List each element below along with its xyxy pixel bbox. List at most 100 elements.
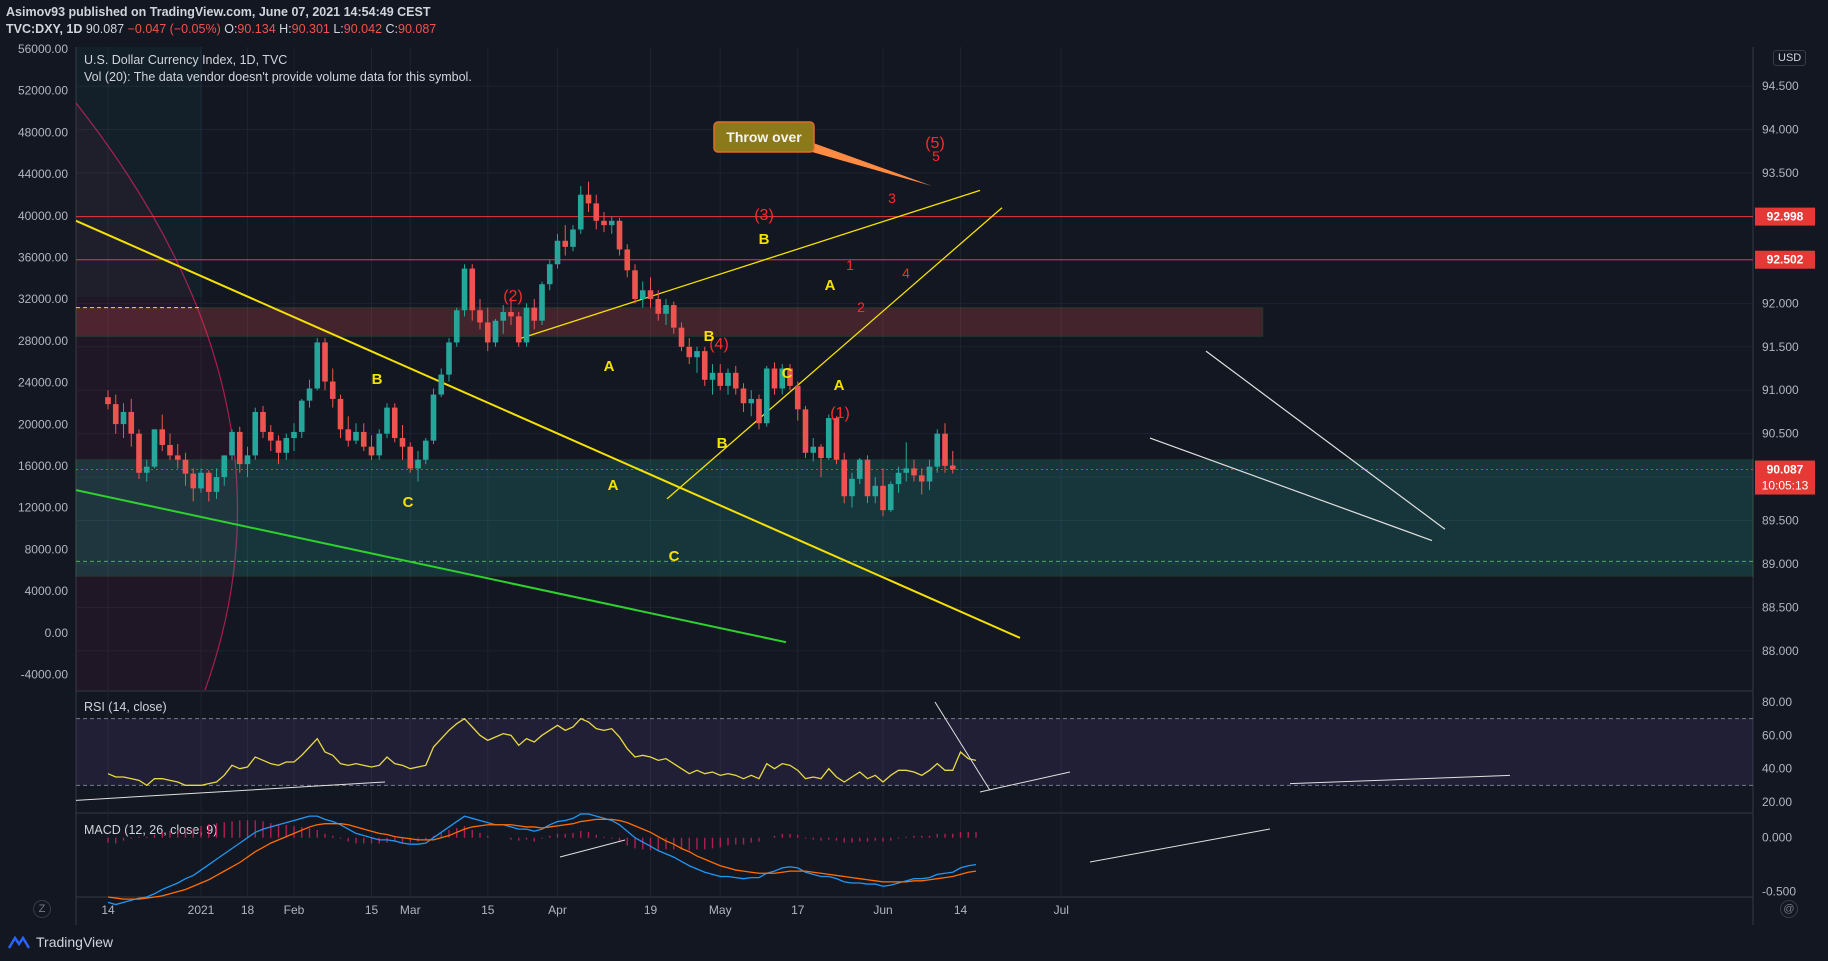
close-value: 90.087 bbox=[398, 22, 437, 36]
x-tick-label: May bbox=[709, 903, 732, 917]
candle-body bbox=[849, 478, 855, 497]
candle-body bbox=[810, 446, 817, 453]
y-tick-label-left: 0.00 bbox=[45, 626, 69, 640]
y-tick-label-left: 24000.00 bbox=[18, 376, 68, 390]
y-tick-label-right: 90.500 bbox=[1762, 427, 1799, 441]
candle-body bbox=[190, 473, 197, 489]
candle-body bbox=[477, 310, 483, 323]
candle-body bbox=[911, 468, 917, 476]
y-tick-label-left: 44000.00 bbox=[18, 167, 68, 181]
wave-label-red: (5) bbox=[925, 135, 945, 152]
candle-body bbox=[647, 290, 654, 299]
y-tick-label-left: 32000.00 bbox=[18, 292, 68, 306]
auto-scale-button[interactable]: @ bbox=[1780, 900, 1798, 918]
candle-body bbox=[546, 264, 553, 285]
x-tick-label: 18 bbox=[241, 903, 255, 917]
wave-label-yellow: C bbox=[669, 548, 680, 565]
tradingview-logo[interactable]: TradingView bbox=[8, 934, 113, 950]
candle-body bbox=[709, 372, 716, 380]
y-tick-label-left: 36000.00 bbox=[18, 251, 68, 265]
candle-body bbox=[794, 385, 801, 410]
x-tick-label: 15 bbox=[481, 903, 495, 917]
candle-body bbox=[942, 433, 948, 466]
timezone-button[interactable]: Z bbox=[33, 900, 51, 918]
y-tick-label-right: 93.500 bbox=[1762, 166, 1799, 180]
candle-body bbox=[198, 472, 204, 489]
candle-body bbox=[748, 398, 755, 404]
candle-body bbox=[624, 249, 631, 271]
candle-body bbox=[484, 322, 491, 343]
symbol-ohlc-line: TVC:DXY, 1D 90.087 −0.047 (−0.05%) O:90.… bbox=[6, 22, 436, 36]
candle-body bbox=[686, 346, 693, 358]
y-tick-label-left: 12000.00 bbox=[18, 501, 68, 515]
candle-body bbox=[384, 407, 390, 434]
x-tick-label: 17 bbox=[791, 903, 805, 917]
price-tag-bg bbox=[1755, 460, 1815, 479]
wave-label-yellow: A bbox=[825, 277, 836, 294]
callout-text: Throw over bbox=[726, 129, 802, 145]
close-label: C: bbox=[385, 22, 399, 36]
fib-arc bbox=[75, 102, 239, 691]
candle-body bbox=[632, 270, 638, 299]
y-tick-label-left: -4000.00 bbox=[21, 668, 69, 682]
y-tick-label-left: 56000.00 bbox=[18, 42, 68, 56]
macd-trendline bbox=[559, 839, 626, 858]
volume-legend-note[interactable]: Vol (20): The data vendor doesn't provid… bbox=[84, 70, 472, 84]
candle-body bbox=[887, 484, 894, 511]
candle-body bbox=[283, 438, 290, 453]
candle-body bbox=[345, 429, 352, 441]
tradingview-icon bbox=[8, 935, 30, 949]
candle-body bbox=[143, 466, 150, 473]
currency-badge[interactable]: USD bbox=[1773, 50, 1807, 66]
candle-body bbox=[353, 431, 359, 441]
high-label: H: bbox=[279, 22, 292, 36]
macd-title: MACD (12, 26, close, 9) bbox=[84, 823, 217, 837]
candle-body bbox=[430, 394, 437, 441]
y-tick-label-right: 89.000 bbox=[1762, 557, 1799, 571]
rsi-trendline bbox=[75, 781, 386, 801]
series-legend-title[interactable]: U.S. Dollar Currency Index, 1D, TVC bbox=[84, 53, 288, 67]
shaded-box bbox=[76, 47, 202, 297]
y-tick-label-right: 94.000 bbox=[1762, 123, 1799, 137]
candle-body bbox=[918, 475, 925, 482]
candle-body bbox=[841, 459, 848, 497]
wave-label-red: (3) bbox=[754, 207, 774, 224]
candle-body bbox=[174, 455, 181, 460]
candle-body bbox=[787, 368, 793, 386]
candle-body bbox=[415, 459, 421, 469]
candle-body bbox=[360, 431, 367, 447]
candle-body bbox=[670, 305, 677, 328]
y-tick-label-left: 20000.00 bbox=[18, 417, 68, 431]
candle-body bbox=[508, 312, 514, 317]
candle-body bbox=[368, 446, 375, 456]
candle-body bbox=[577, 194, 584, 230]
rsi-y-tick-label: 40.00 bbox=[1762, 762, 1792, 776]
candle-body bbox=[562, 240, 569, 247]
candle-body bbox=[438, 374, 445, 395]
candle-body bbox=[105, 397, 111, 405]
low-value: 90.042 bbox=[343, 22, 383, 36]
price-zone bbox=[75, 307, 1264, 337]
candle-body bbox=[221, 455, 228, 478]
rsi-trendline bbox=[1289, 774, 1511, 785]
candle-body bbox=[818, 446, 824, 458]
y-tick-label-right: 89.500 bbox=[1762, 514, 1799, 528]
trendline-yellow-major bbox=[75, 219, 1021, 639]
macd-y-tick-label: 0.000 bbox=[1762, 831, 1792, 845]
callout-box bbox=[713, 121, 815, 153]
candle-body bbox=[531, 307, 538, 321]
candle-body bbox=[236, 431, 243, 465]
wave-label-yellow: A bbox=[604, 358, 615, 375]
candle-body bbox=[469, 268, 476, 311]
wave-label-yellow: B bbox=[717, 435, 728, 452]
x-tick-label: Feb bbox=[284, 903, 305, 917]
x-tick-label: Apr bbox=[548, 903, 567, 917]
candle-body bbox=[314, 342, 321, 389]
wave-label-red: 2 bbox=[857, 299, 865, 315]
trendline-white-falling bbox=[1205, 350, 1446, 530]
y-tick-label-right: 91.500 bbox=[1762, 340, 1799, 354]
candle-body bbox=[880, 485, 886, 511]
candle-body bbox=[763, 368, 770, 424]
y-tick-label-left: 4000.00 bbox=[25, 584, 69, 598]
